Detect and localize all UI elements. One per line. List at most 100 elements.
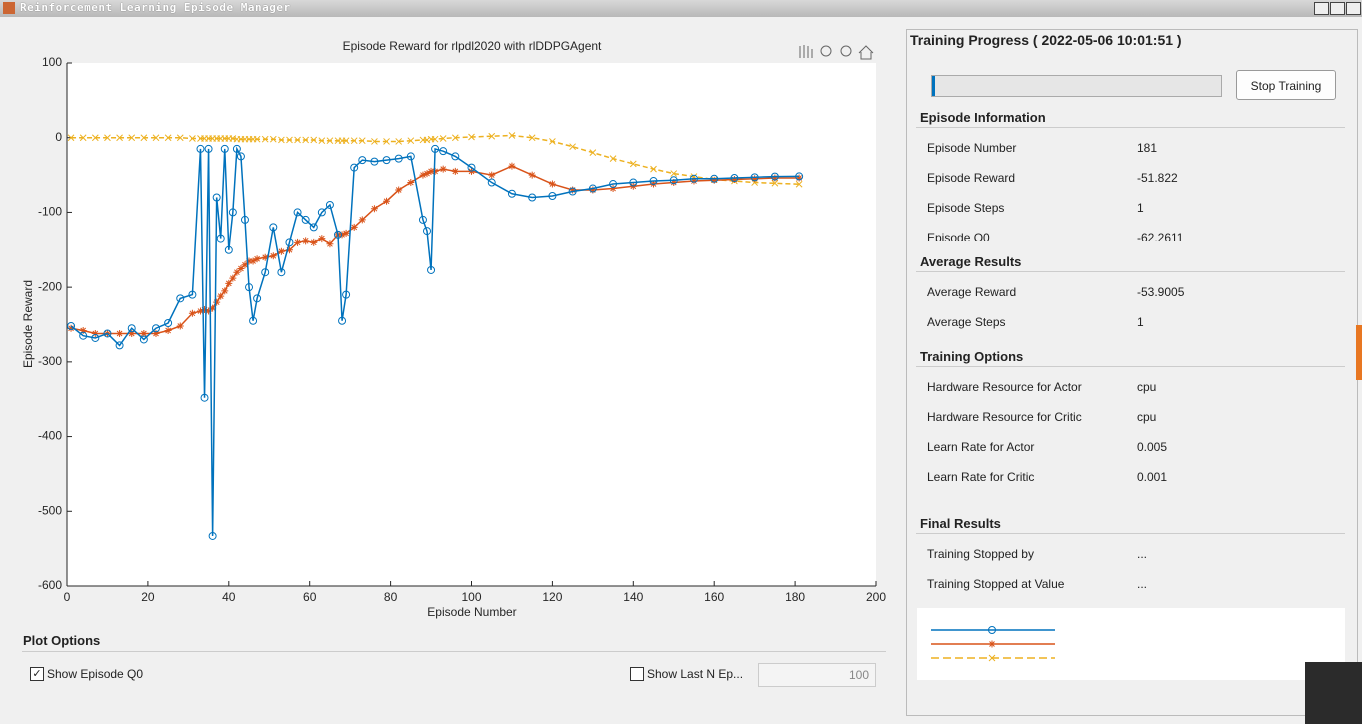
legend bbox=[917, 608, 1345, 680]
marker bbox=[228, 208, 237, 217]
marker bbox=[795, 180, 803, 188]
checkbox[interactable] bbox=[630, 667, 644, 681]
row-label: Average Reward bbox=[927, 285, 1017, 299]
marker bbox=[507, 189, 516, 198]
marker bbox=[649, 177, 658, 186]
row-label: Training Stopped by bbox=[927, 547, 1034, 561]
marker bbox=[406, 152, 415, 161]
row-label: Learn Rate for Actor bbox=[927, 440, 1035, 454]
marker bbox=[609, 180, 618, 189]
home[interactable] bbox=[858, 45, 874, 60]
marker bbox=[487, 178, 496, 187]
marker bbox=[326, 137, 334, 145]
y-tick-label: -500 bbox=[38, 503, 62, 517]
marker bbox=[669, 176, 678, 185]
marker bbox=[245, 283, 254, 292]
side-tab bbox=[1356, 325, 1362, 380]
overlay-widget bbox=[1305, 662, 1362, 724]
zoom-in[interactable] bbox=[820, 45, 832, 57]
info-row: Learn Rate for Critic 0.001 bbox=[927, 462, 1347, 492]
info-row: Average Reward -53.9005 bbox=[927, 277, 1347, 307]
marker bbox=[67, 324, 75, 332]
x-tick-label: 60 bbox=[303, 590, 317, 604]
divider bbox=[916, 271, 1345, 272]
marker bbox=[104, 134, 111, 142]
minimize-button[interactable] bbox=[1314, 2, 1329, 15]
marker bbox=[204, 144, 213, 153]
marker bbox=[342, 290, 351, 299]
marker bbox=[208, 531, 217, 540]
marker bbox=[249, 316, 258, 325]
zoom-out[interactable] bbox=[840, 45, 852, 57]
marker bbox=[188, 309, 196, 317]
marker bbox=[140, 134, 148, 142]
marker bbox=[689, 174, 698, 183]
marker bbox=[269, 223, 278, 232]
text-input[interactable]: 100 bbox=[758, 663, 876, 687]
marker bbox=[115, 341, 124, 350]
maximize-button[interactable] bbox=[1330, 2, 1345, 15]
marker bbox=[217, 292, 225, 300]
marker bbox=[371, 138, 378, 145]
y-tick-label: -600 bbox=[38, 578, 62, 592]
row-value: -53.9005 bbox=[1137, 285, 1185, 299]
section-heading: Average Results bbox=[920, 254, 1022, 269]
marker bbox=[301, 215, 310, 224]
marker bbox=[249, 257, 257, 265]
marker bbox=[383, 138, 390, 145]
marker bbox=[670, 170, 678, 177]
marker bbox=[350, 137, 358, 145]
marker bbox=[253, 294, 262, 303]
marker bbox=[253, 255, 261, 263]
marker bbox=[209, 304, 217, 312]
plot-area bbox=[67, 63, 876, 586]
marker bbox=[439, 135, 447, 142]
row-value: cpu bbox=[1137, 410, 1157, 424]
marker bbox=[221, 287, 229, 295]
marker bbox=[795, 172, 804, 181]
marker bbox=[609, 155, 617, 162]
pan[interactable] bbox=[799, 45, 813, 58]
info-row: Average Steps 1 bbox=[927, 307, 1347, 337]
marker bbox=[189, 135, 196, 142]
marker bbox=[91, 333, 100, 342]
marker bbox=[439, 165, 447, 173]
marker bbox=[690, 177, 698, 185]
title-bar: Reinforcement Learning Episode Manager bbox=[0, 0, 1362, 17]
stop-button[interactable]: Stop Training bbox=[1236, 70, 1336, 100]
marker bbox=[407, 137, 415, 145]
marker bbox=[236, 152, 245, 161]
marker bbox=[176, 322, 184, 330]
marker bbox=[467, 163, 476, 172]
y-tick-label: -200 bbox=[38, 279, 62, 293]
marker bbox=[196, 307, 204, 315]
marker bbox=[395, 186, 403, 194]
marker bbox=[116, 329, 124, 337]
checkbox[interactable]: ✓ bbox=[30, 667, 44, 681]
row-label: Episode Q0 bbox=[927, 231, 990, 241]
row-value: 181 bbox=[1137, 141, 1158, 155]
marker bbox=[269, 252, 277, 260]
marker bbox=[318, 235, 326, 243]
marker bbox=[508, 132, 516, 139]
marker bbox=[164, 326, 172, 334]
row-label: Average Steps bbox=[927, 315, 1006, 329]
row-label: Episode Steps bbox=[927, 201, 1005, 215]
row-label: Hardware Resource for Critic bbox=[927, 410, 1082, 424]
divider bbox=[916, 533, 1345, 534]
row-label: Learn Rate for Critic bbox=[927, 470, 1035, 484]
marker bbox=[407, 179, 415, 187]
row-value: cpu bbox=[1137, 380, 1157, 394]
marker bbox=[988, 640, 996, 648]
row-value: ... bbox=[1137, 577, 1148, 591]
chart: Episode Reward for rlpdl2020 with rlDDPG… bbox=[21, 39, 886, 619]
y-tick-label: -300 bbox=[38, 354, 62, 368]
marker bbox=[79, 134, 87, 142]
marker bbox=[629, 178, 638, 187]
marker bbox=[253, 135, 261, 143]
marker bbox=[140, 329, 148, 337]
row-label: Hardware Resource for Actor bbox=[927, 380, 1082, 394]
close-button[interactable] bbox=[1346, 2, 1361, 15]
info-row: Episode Number 181 bbox=[927, 133, 1347, 163]
info-row: Episode Steps 1 bbox=[927, 193, 1347, 223]
